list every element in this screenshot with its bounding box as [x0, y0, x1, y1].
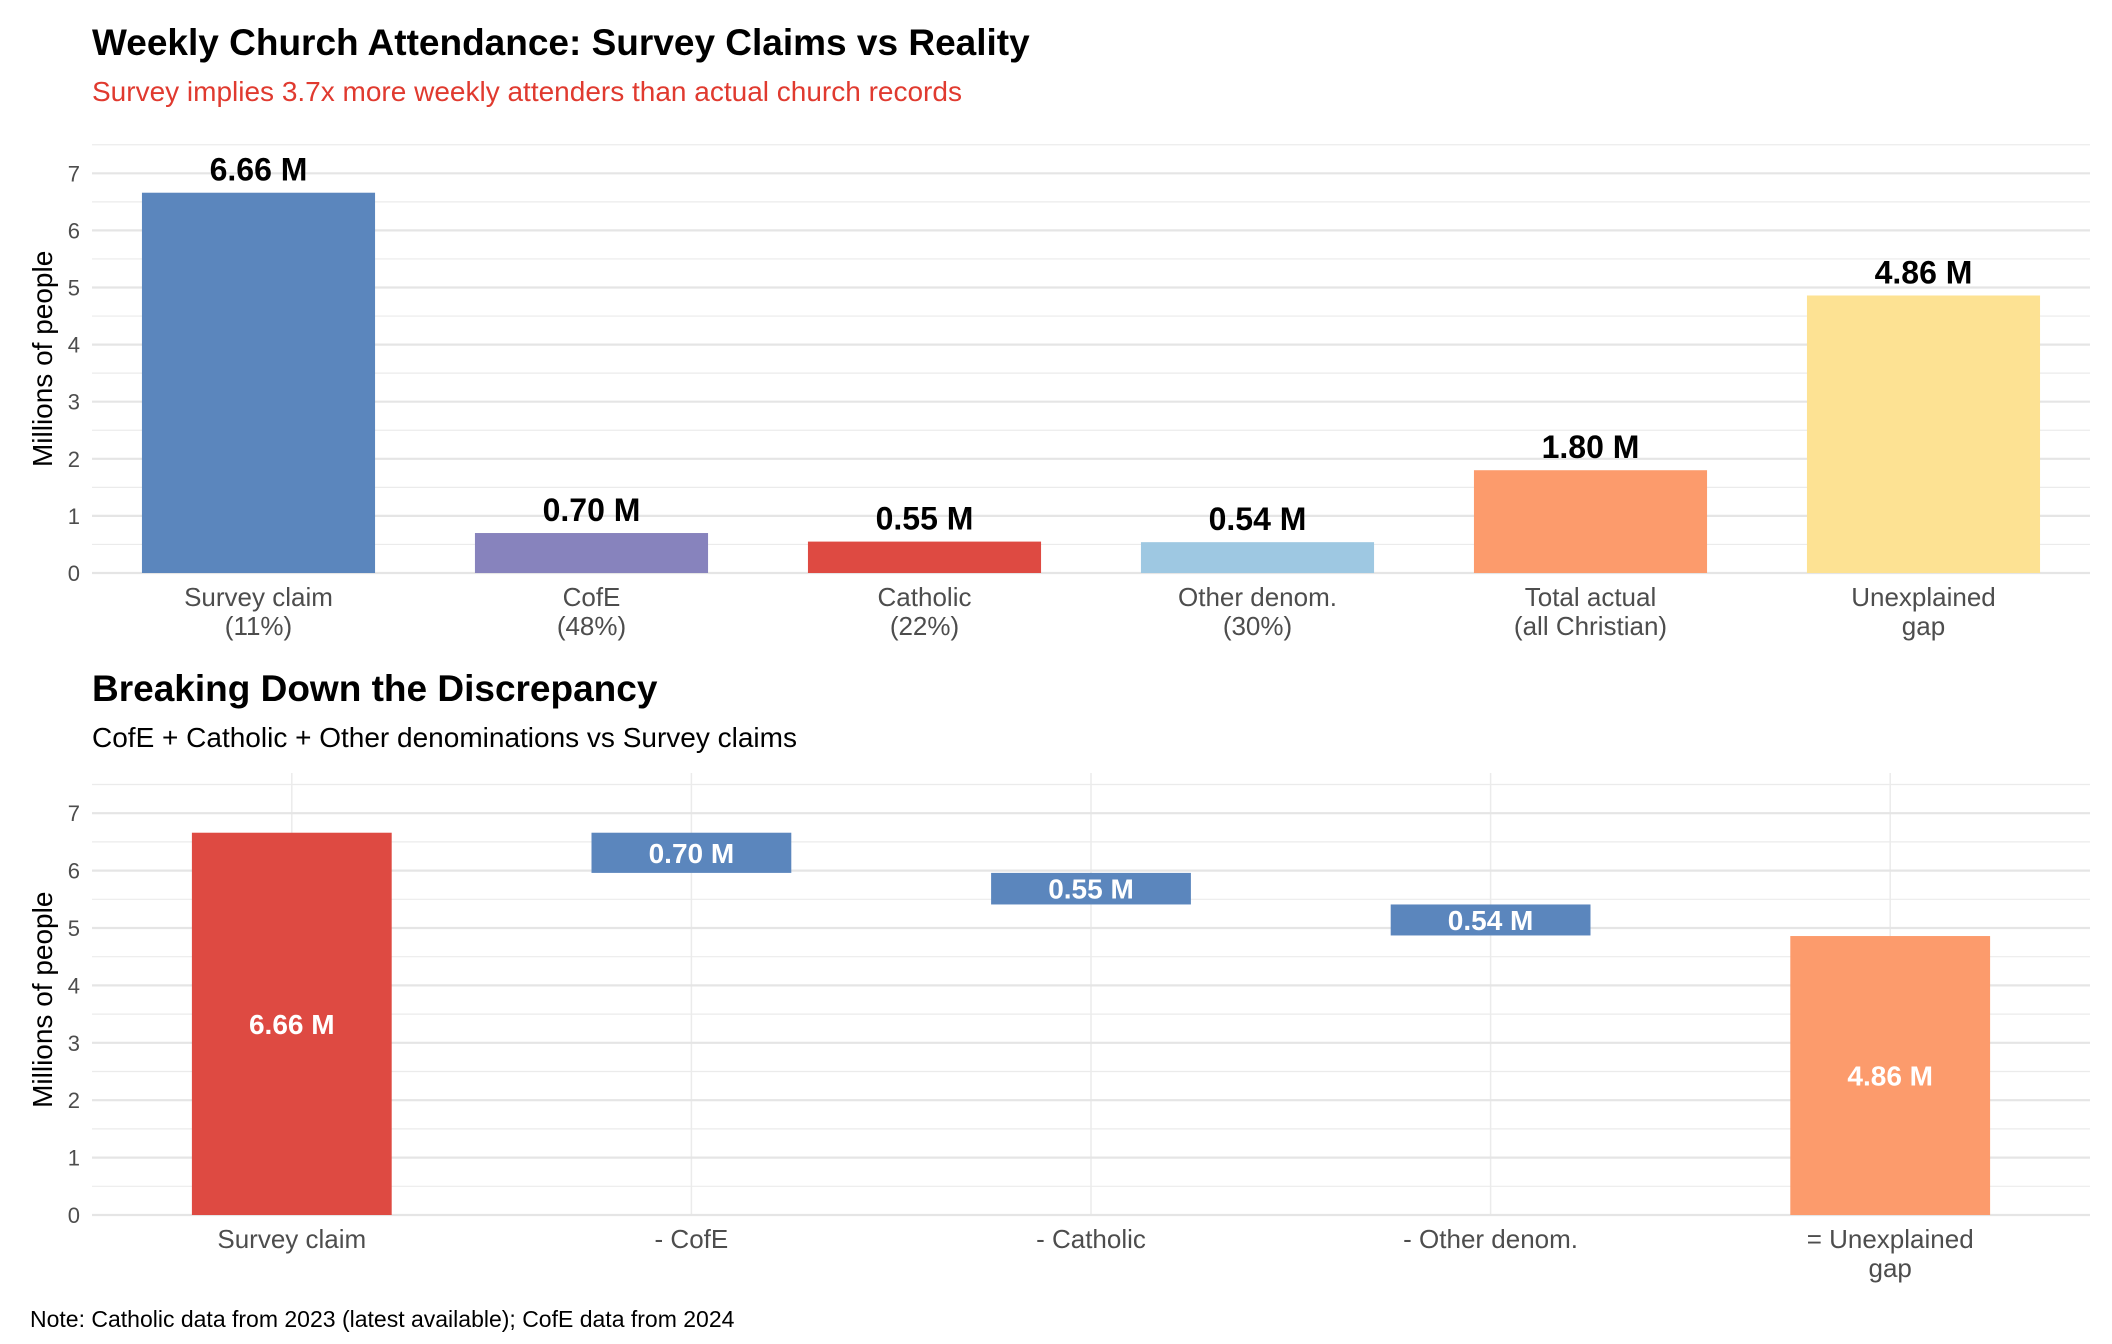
y-tick-label: 3: [68, 390, 80, 415]
y-tick-label: 2: [68, 447, 80, 472]
bar-value-label: 4.86 M: [1847, 1061, 1933, 1092]
bar-value-label: 0.54 M: [1209, 501, 1307, 537]
bar-value-label: 4.86 M: [1875, 254, 1973, 290]
x-tick-label: (22%): [890, 611, 959, 641]
y-tick-label: 7: [68, 161, 80, 186]
y-axis-title: Millions of people: [27, 251, 58, 467]
bar-value-label: 0.55 M: [1048, 874, 1134, 905]
waterfall-bar: [1790, 936, 1991, 1215]
y-tick-label: 5: [68, 916, 80, 941]
x-tick-label: CofE: [563, 582, 621, 612]
chart1-subtitle: Survey implies 3.7x more weekly attender…: [92, 76, 962, 107]
bar: [1806, 295, 2041, 573]
bar-value-label: 0.54 M: [1448, 905, 1534, 936]
waterfall-bar: [1390, 904, 1591, 936]
chart1-title: Weekly Church Attendance: Survey Claims …: [92, 22, 1030, 63]
x-tick-label: - CofE: [655, 1224, 729, 1254]
bar: [807, 541, 1042, 573]
bar-value-label: 6.66 M: [249, 1009, 335, 1040]
footnote: Note: Catholic data from 2023 (latest av…: [30, 1306, 735, 1332]
x-tick-label: (30%): [1223, 611, 1292, 641]
waterfall-bar: [591, 832, 792, 873]
x-tick-label: Unexplained: [1851, 582, 1996, 612]
y-tick-label: 2: [68, 1088, 80, 1113]
x-tick-label: Catholic: [878, 582, 972, 612]
bar-value-label: 0.70 M: [649, 838, 735, 869]
bar-value-label: 1.80 M: [1542, 429, 1640, 465]
y-tick-label: 1: [68, 1146, 80, 1171]
waterfall-bar: [191, 832, 392, 1215]
x-tick-label: gap: [1869, 1253, 1912, 1283]
waterfall-bar: [991, 872, 1191, 905]
x-tick-label: = Unexplained: [1807, 1224, 1974, 1254]
chart2-plot: 0 1 2 3 4 5 6 7 Millions of people 6.66 M Survey c…: [27, 773, 2090, 1283]
bar-value-label: 0.70 M: [543, 492, 641, 528]
y-tick-label: 6: [68, 218, 80, 243]
y-tick-label: 1: [68, 504, 80, 529]
bar-value-label: 0.55 M: [876, 501, 974, 537]
chart2-title: Breaking Down the Discrepancy: [92, 668, 658, 709]
y-tick-label: 6: [68, 859, 80, 884]
bar: [1473, 470, 1708, 573]
x-tick-label: - Other denom.: [1403, 1224, 1578, 1254]
bar: [1140, 542, 1375, 573]
y-tick-label: 0: [68, 561, 80, 586]
y-tick-label: 0: [68, 1203, 80, 1228]
x-tick-label: - Catholic: [1036, 1224, 1146, 1254]
y-tick-label: 7: [68, 801, 80, 826]
x-tick-label: gap: [1902, 611, 1945, 641]
x-tick-label: Survey claim: [217, 1224, 366, 1254]
y-tick-label: 5: [68, 276, 80, 301]
bar: [141, 192, 376, 574]
x-tick-label: Total actual: [1525, 582, 1657, 612]
chart2-subtitle: CofE + Catholic + Other denominations vs…: [92, 722, 797, 753]
y-tick-label: 3: [68, 1031, 80, 1056]
x-tick-label: (11%): [225, 611, 292, 641]
x-tick-label: (48%): [557, 611, 626, 641]
y-axis-title: Millions of people: [27, 892, 58, 1108]
x-tick-label: Survey claim: [184, 582, 333, 612]
y-tick-label: 4: [68, 973, 80, 998]
x-tick-label: (all Christian): [1514, 611, 1667, 641]
bar: [474, 533, 709, 573]
x-tick-label: Other denom.: [1178, 582, 1337, 612]
y-tick-label: 4: [68, 333, 80, 358]
bar-value-label: 6.66 M: [210, 152, 308, 188]
chart1-plot: 0 1 2 3 4 5 6 7 Millions of people 6.66 M Survey c…: [27, 144, 2090, 641]
